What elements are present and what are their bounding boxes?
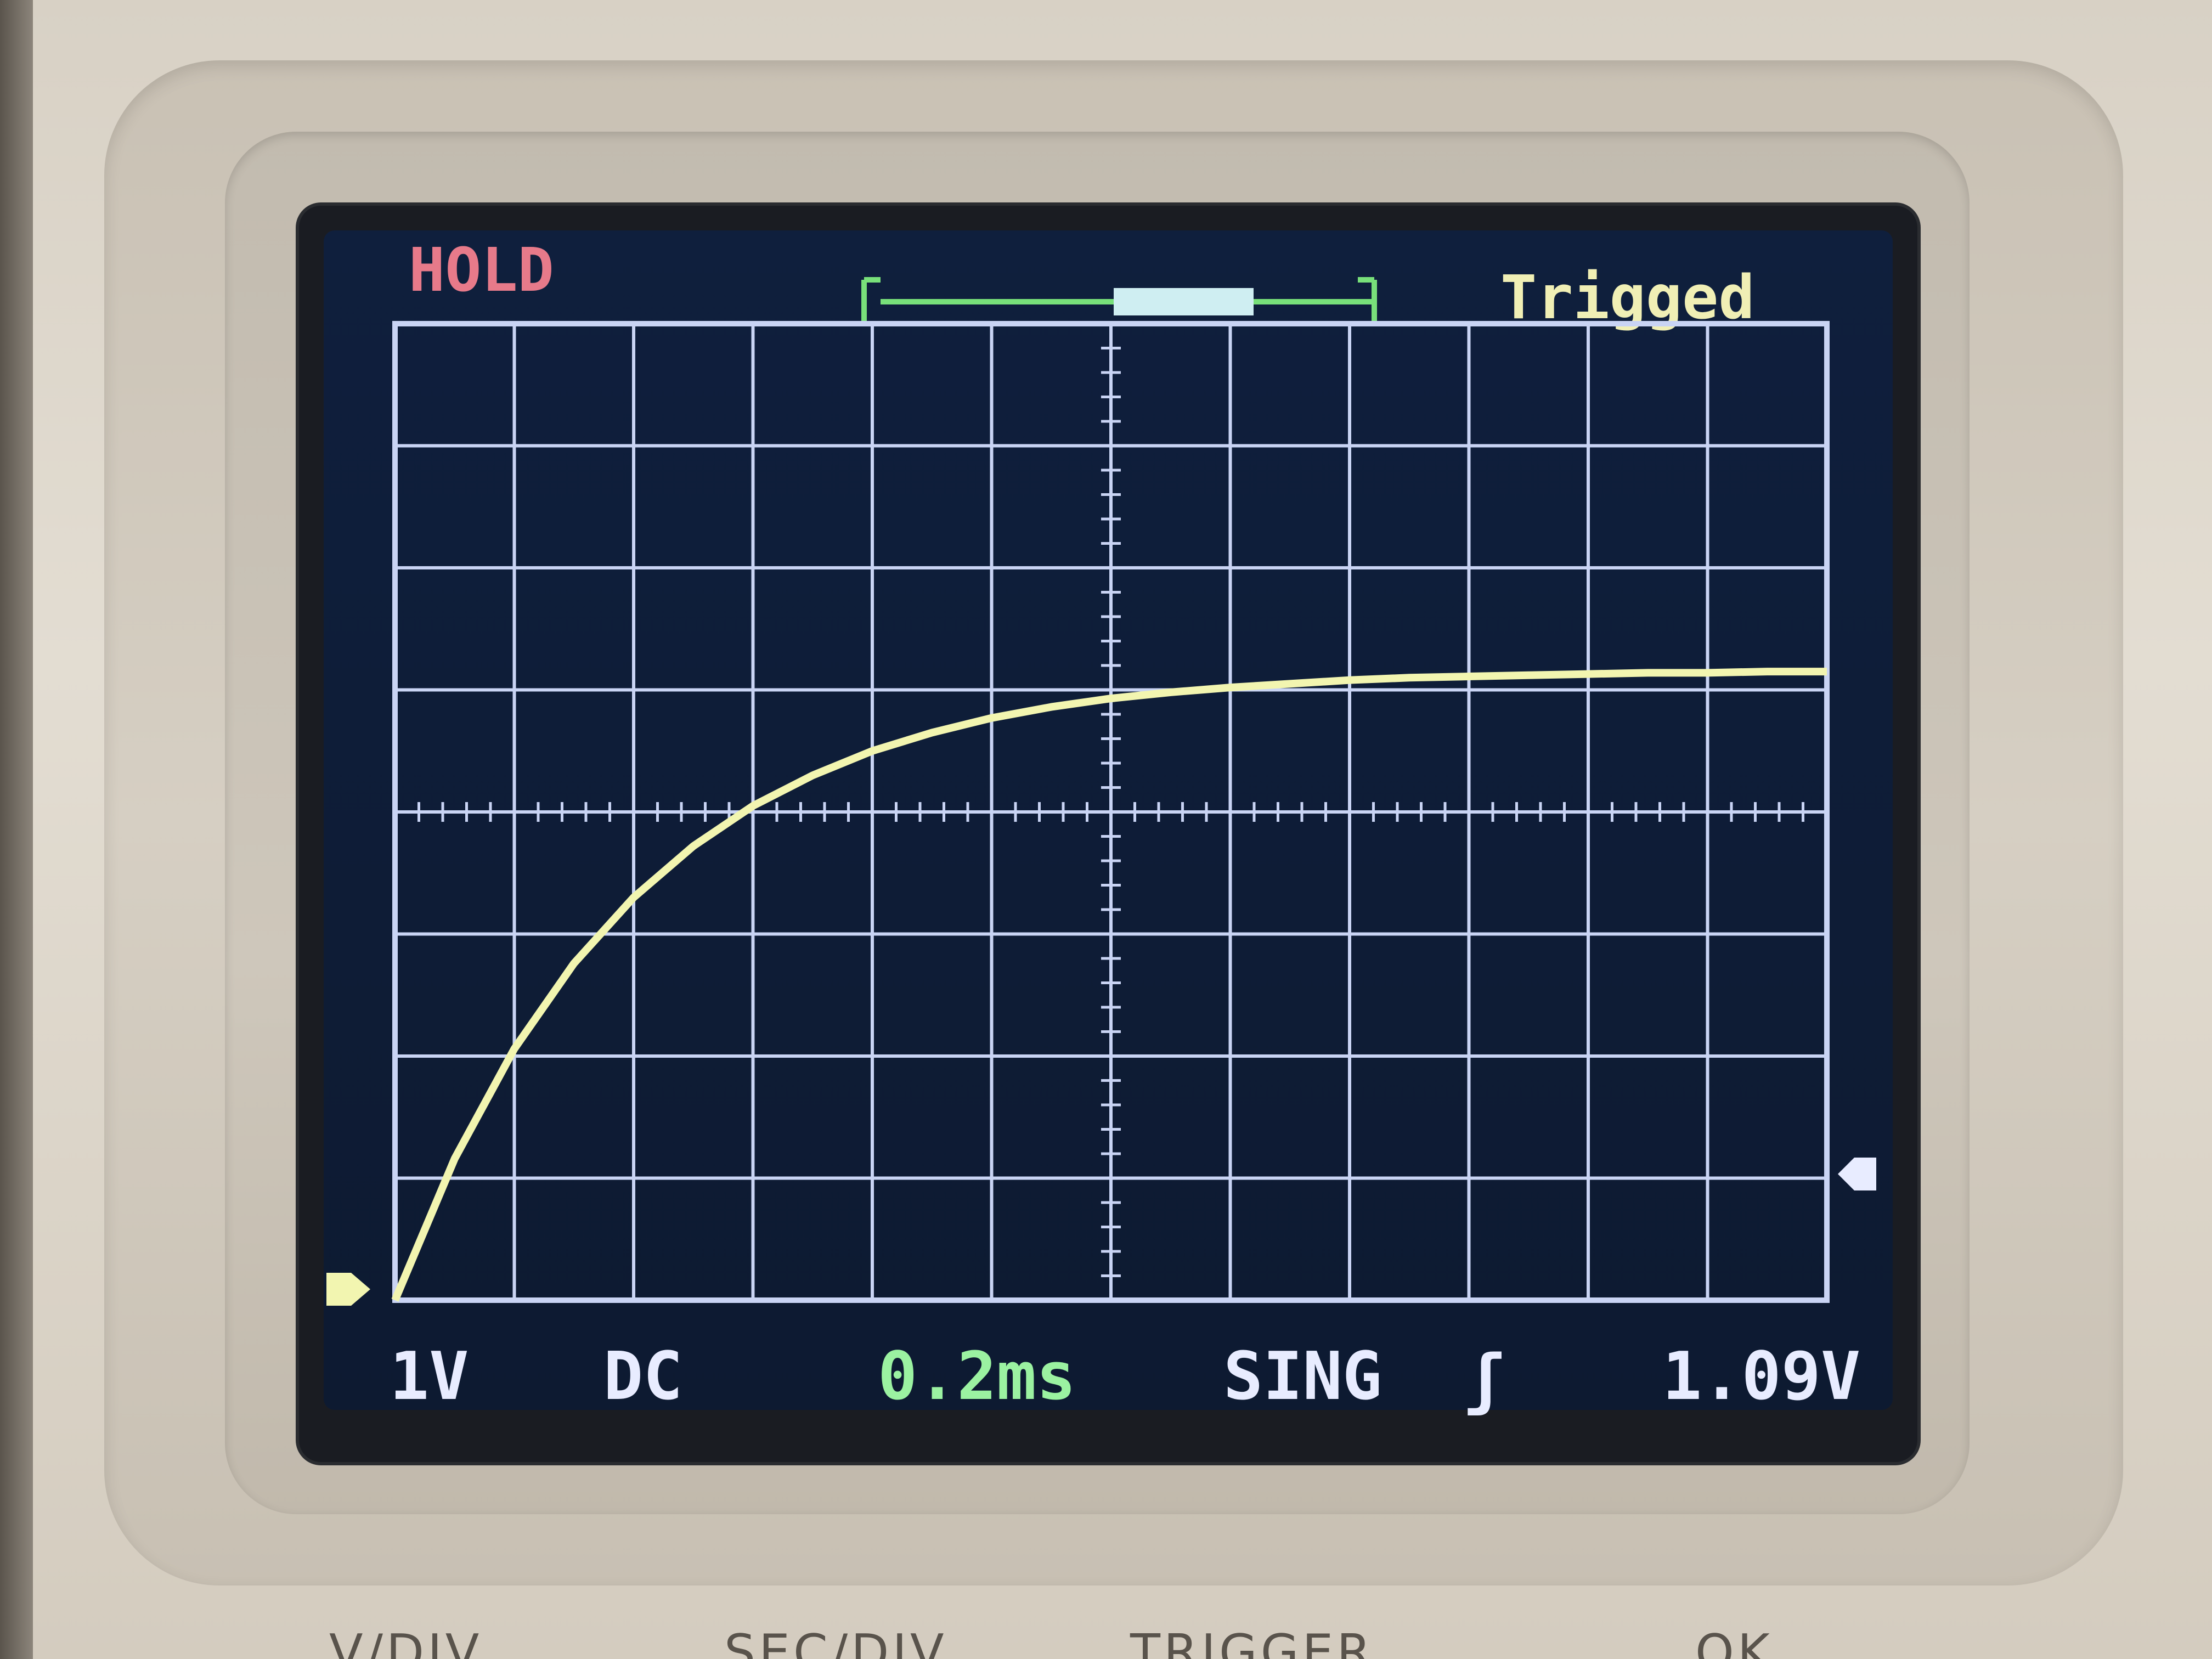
channel-ground-marker bbox=[326, 1273, 370, 1306]
rising-edge-icon: ʃ bbox=[1465, 1341, 1504, 1418]
trigger-status: Trigged bbox=[1500, 262, 1755, 332]
trigger-level-marker bbox=[1838, 1158, 1876, 1190]
volts-per-div: 1V bbox=[390, 1339, 469, 1415]
hold-label: HOLD bbox=[409, 235, 554, 305]
button-labels: V/DIV SEC/DIV TRIGGER OK bbox=[307, 1624, 1898, 1659]
time-per-div: 0.2ms bbox=[878, 1339, 1076, 1415]
screen-display bbox=[324, 230, 1893, 1410]
trigger-level: 1.09V bbox=[1662, 1339, 1860, 1415]
trigger-button-label[interactable]: TRIGGER bbox=[1130, 1624, 1374, 1659]
coupling-mode: DC bbox=[603, 1339, 683, 1415]
vdiv-button-label[interactable]: V/DIV bbox=[329, 1624, 483, 1659]
trigger-mode: SING bbox=[1223, 1339, 1382, 1415]
waveform-trace bbox=[391, 668, 1827, 1302]
ok-button-label[interactable]: OK bbox=[1695, 1624, 1773, 1659]
sec-div-button-label[interactable]: SEC/DIV bbox=[724, 1624, 947, 1659]
view-window-marker bbox=[1114, 288, 1254, 315]
center-axis-ticks bbox=[393, 322, 1829, 1302]
background-edge bbox=[0, 0, 33, 1659]
